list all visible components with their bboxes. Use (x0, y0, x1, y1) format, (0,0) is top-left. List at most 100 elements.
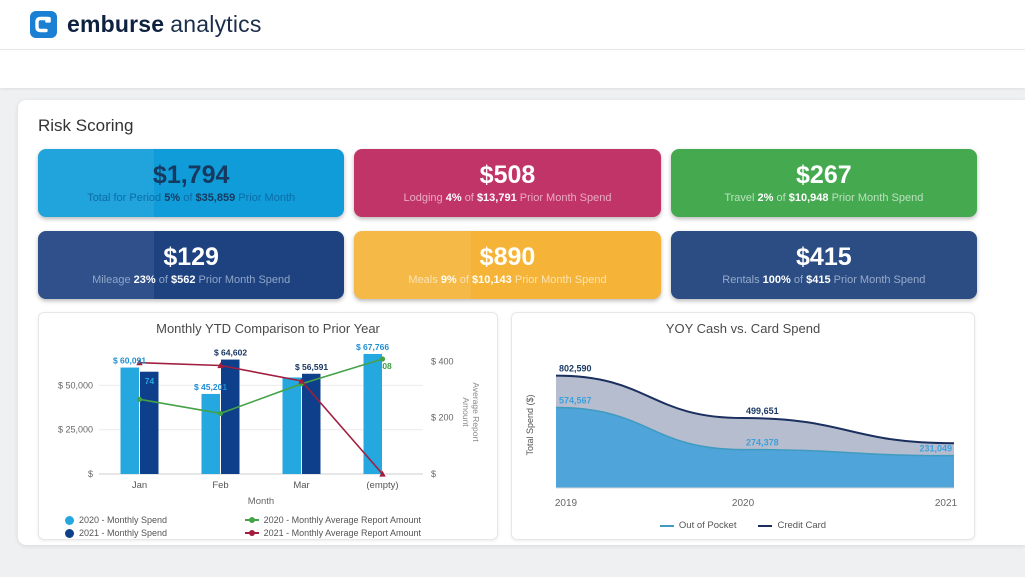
bar-Jan[interactable] (120, 367, 140, 474)
kpi-percent: 4% (445, 191, 462, 204)
kpi-of: of (776, 191, 786, 204)
legend-label: 2020 - Monthly Spend (79, 515, 168, 525)
bar-data-label: $ 45,201 (194, 382, 227, 392)
kpi-of: of (158, 273, 168, 286)
data-label: 499,651 (746, 406, 779, 416)
kpi-suffix: Prior Month Spend (831, 191, 924, 204)
legend-item-2021-avg-report[interactable]: 2021 - Monthly Average Report Amount (244, 528, 487, 538)
legend-marker-dot (248, 530, 255, 536)
legend-swatch-2020-spend (65, 515, 74, 525)
bar-data-label: $ 64,602 (214, 348, 247, 358)
kpi-suffix: Prior Month (238, 191, 296, 204)
line-marker (379, 356, 386, 362)
dashboard-panel: Risk Scoring $1,794 Total for Period 5% … (18, 100, 1025, 545)
brand-emburse: emburse (67, 11, 165, 37)
line-marker (136, 359, 143, 366)
kpi-subtitle: Lodging 4% of $13,791 Prior Month Spend (404, 192, 612, 204)
charts-row: Monthly YTD Comparison to Prior Year $ $ … (38, 312, 977, 540)
obscured-data-label: 74 (145, 376, 155, 386)
legend-label: Credit Card (777, 520, 827, 531)
area-chart-canvas[interactable]: 802,590 499,651 574,567 274,378 231,049 2019 2… (522, 338, 962, 514)
kpi-suffix: Prior Month Spend (198, 273, 291, 286)
kpi-category: Travel (724, 191, 755, 204)
line-marker (136, 396, 143, 402)
legend-label: 2020 - Monthly Average Report Amount (263, 515, 421, 525)
kpi-value: $267 (796, 161, 852, 190)
line-series[interactable] (139, 361, 384, 475)
line-series[interactable] (139, 358, 383, 415)
chart-title: Monthly YTD Comparison to Prior Year (156, 321, 380, 336)
data-label: 802,590 (559, 364, 592, 374)
area-chart-legend: Out of Pocket Credit Card (522, 520, 964, 531)
legend-swatch-credit-card (758, 524, 773, 527)
brand-analytics: analytics (170, 11, 262, 37)
kpi-of: of (459, 273, 469, 286)
legend-swatch-out-of-pocket (659, 524, 674, 527)
line-marker (217, 410, 224, 417)
legend-item-2021-monthly-spend[interactable]: 2021 - Monthly Spend (65, 528, 245, 538)
bar-data-label: $ 56,591 (295, 362, 328, 372)
legend-item-2020-monthly-spend[interactable]: 2020 - Monthly Spend (65, 515, 245, 525)
chart-yoy-cash-vs-card: YOY Cash vs. Card Spend 802,590 499,651 57… (511, 312, 975, 540)
y-left-tick-label: $ 50,000 (58, 380, 93, 390)
kpi-of: of (464, 191, 474, 204)
combo-chart-legend: 2020 - Monthly Spend 2020 - Monthly Aver… (49, 515, 487, 538)
chart-title: YOY Cash vs. Card Spend (665, 321, 821, 336)
kpi-card-lodging[interactable]: $508 Lodging 4% of $13,791 Prior Month S… (354, 149, 661, 217)
data-label: 574,567 (559, 396, 592, 406)
brand-logo[interactable]: emburse analytics (30, 11, 262, 38)
kpi-amount: $10,143 (472, 273, 512, 286)
line-out-of-pocket[interactable] (555, 406, 955, 457)
bar-Mar[interactable] (302, 373, 321, 474)
kpi-suffix: Prior Month Spend (519, 191, 612, 204)
page-background: Risk Scoring $1,794 Total for Period 5% … (0, 88, 1025, 545)
x-tick-label: 2019 (555, 498, 578, 509)
combo-chart-canvas[interactable]: $$ 25,000$ 50,000$$ 200$ 400$ 408$ 0$ 5 … (49, 338, 485, 508)
kpi-card-total-for-period[interactable]: $1,794 Total for Period 5% of $35,859 Pr… (38, 149, 345, 217)
y-right-tick-label: $ 200 (431, 413, 454, 423)
area-out-of-pocket[interactable] (556, 407, 954, 488)
app-header: emburse analytics (0, 0, 1025, 50)
kpi-percent: 2% (757, 191, 774, 204)
line-marker (379, 470, 386, 477)
emburse-logo-icon (30, 11, 57, 38)
bar-Mar[interactable] (282, 377, 302, 474)
x-axis-title: Month (248, 496, 274, 507)
kpi-subtitle: Travel 2% of $10,948 Prior Month Spend (724, 192, 923, 204)
y-right-axis-title: Average ReportAmount (461, 382, 481, 442)
y-axis-title: Total Spend ($) (525, 394, 535, 455)
kpi-suffix: Prior Month Spend (833, 273, 926, 286)
kpi-value: $415 (796, 243, 852, 272)
kpi-value: $129 (163, 243, 219, 272)
kpi-card-travel[interactable]: $267 Travel 2% of $10,948 Prior Month Sp… (670, 149, 977, 217)
kpi-card-meals[interactable]: $890 Meals 9% of $10,143 Prior Month Spe… (354, 231, 661, 299)
toolbar-strip (0, 50, 1025, 88)
bar-Feb[interactable] (221, 359, 240, 474)
kpi-category: Lodging (403, 191, 443, 204)
legend-label: 2021 - Monthly Average Report Amount (263, 528, 421, 538)
bar-data-label: $ 60,091 (113, 356, 146, 366)
kpi-category: Rentals (722, 273, 760, 286)
kpi-amount: $13,791 (476, 191, 517, 204)
brand-text: emburse analytics (67, 11, 262, 38)
bar-(empty)[interactable] (363, 353, 383, 474)
y-right-axis-title-text: Average ReportAmount (461, 382, 481, 442)
x-tick-label: (empty) (366, 480, 398, 491)
legend-item-2020-avg-report[interactable]: 2020 - Monthly Average Report Amount (244, 515, 487, 525)
bar-Feb[interactable] (201, 393, 221, 474)
bar-Jan[interactable] (140, 371, 159, 474)
kpi-category: Total for Period (87, 191, 162, 204)
y-left-tick-label: $ 25,000 (58, 425, 93, 435)
legend-item-out-of-pocket[interactable]: Out of Pocket (659, 520, 736, 531)
kpi-percent: 23% (133, 273, 156, 286)
x-tick-label: Feb (212, 480, 228, 491)
kpi-amount: $415 (806, 273, 831, 286)
legend-item-credit-card[interactable]: Credit Card (758, 520, 826, 531)
kpi-card-mileage[interactable]: $129 Mileage 23% of $562 Prior Month Spe… (38, 231, 345, 299)
kpi-card-rentals[interactable]: $415 Rentals 100% of $415 Prior Month Sp… (670, 231, 977, 299)
page-title: Risk Scoring (38, 116, 134, 135)
kpi-subtitle: Meals 9% of $10,143 Prior Month Spend (408, 274, 606, 286)
kpi-category: Meals (408, 273, 438, 286)
line-credit-card[interactable] (555, 374, 955, 445)
